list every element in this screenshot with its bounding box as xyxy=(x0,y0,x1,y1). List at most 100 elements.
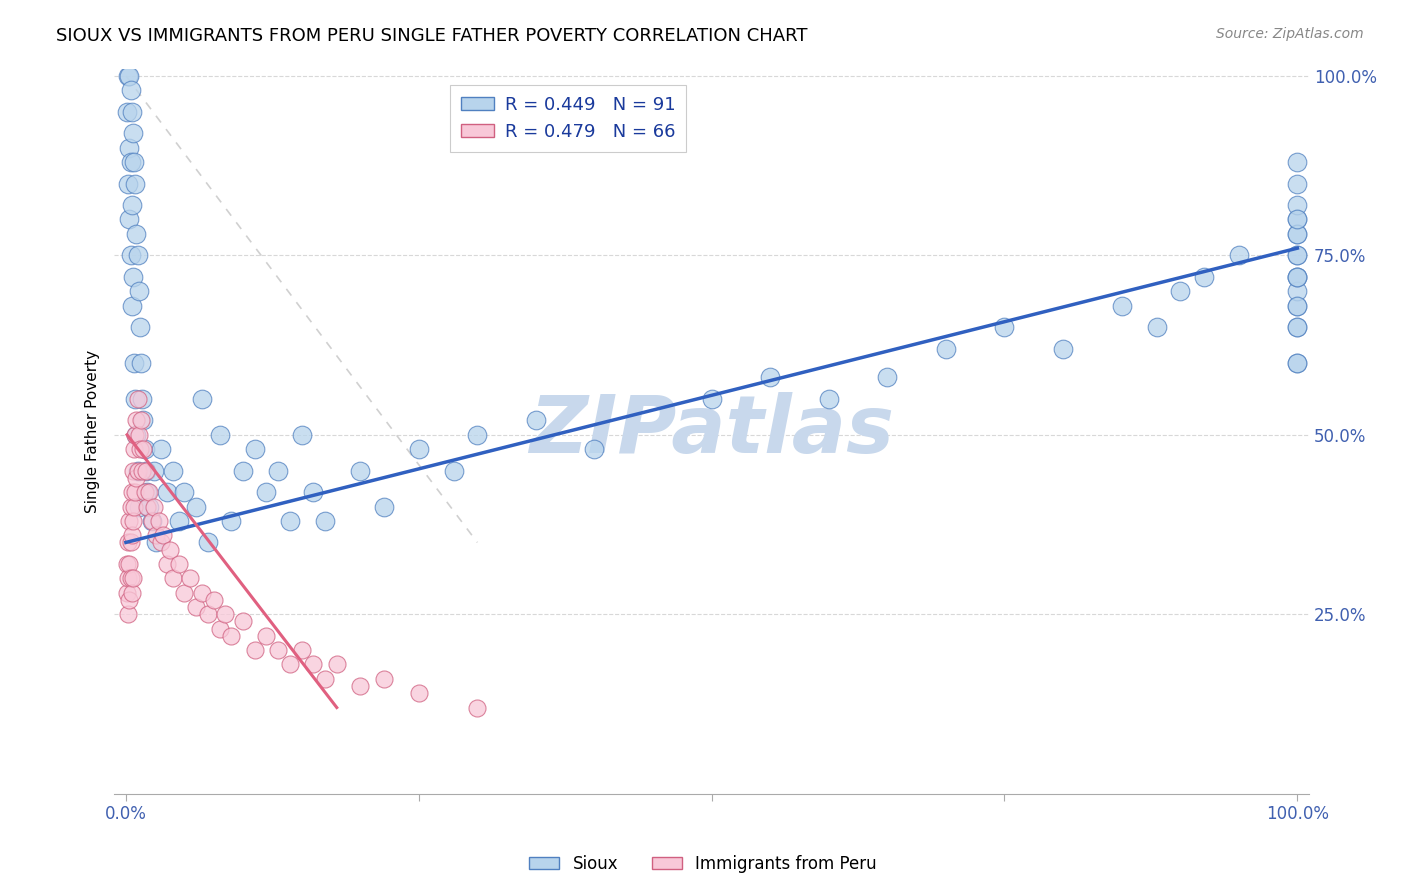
Point xyxy=(125,413,148,427)
Point xyxy=(173,485,195,500)
Point xyxy=(1286,198,1309,212)
Text: ZIPatlas: ZIPatlas xyxy=(529,392,894,470)
Point xyxy=(162,571,184,585)
Point xyxy=(232,615,254,629)
Point xyxy=(167,514,190,528)
Point xyxy=(326,657,349,672)
Point xyxy=(117,177,139,191)
Point xyxy=(524,413,547,427)
Point xyxy=(1146,320,1168,334)
Point xyxy=(143,464,166,478)
Point xyxy=(232,464,254,478)
Point xyxy=(120,155,142,169)
Point xyxy=(256,485,278,500)
Point xyxy=(173,585,195,599)
Point xyxy=(349,679,371,693)
Point xyxy=(122,126,145,140)
Point xyxy=(1286,177,1309,191)
Point xyxy=(1286,356,1309,370)
Point xyxy=(136,485,159,500)
Point xyxy=(118,141,141,155)
Point xyxy=(122,571,145,585)
Point xyxy=(115,104,138,119)
Point xyxy=(134,485,156,500)
Point xyxy=(1286,227,1309,241)
Point xyxy=(1286,269,1309,284)
Point xyxy=(122,464,145,478)
Point xyxy=(122,155,145,169)
Point xyxy=(408,442,430,457)
Point xyxy=(141,514,163,528)
Point xyxy=(115,557,138,571)
Point xyxy=(156,557,179,571)
Point xyxy=(1286,299,1309,313)
Point xyxy=(145,528,167,542)
Point xyxy=(1286,356,1309,370)
Point xyxy=(134,442,156,457)
Text: Source: ZipAtlas.com: Source: ZipAtlas.com xyxy=(1216,27,1364,41)
Point xyxy=(993,320,1015,334)
Point xyxy=(291,427,314,442)
Point xyxy=(197,535,219,549)
Point xyxy=(120,83,142,97)
Point xyxy=(145,535,167,549)
Point xyxy=(876,370,898,384)
Point xyxy=(129,356,152,370)
Point xyxy=(583,442,606,457)
Point xyxy=(1111,299,1133,313)
Point xyxy=(202,593,225,607)
Point xyxy=(125,427,148,442)
Point xyxy=(1286,248,1309,262)
Point xyxy=(314,672,336,686)
Point xyxy=(121,104,143,119)
Point xyxy=(191,392,214,406)
Point xyxy=(197,607,219,622)
Point xyxy=(122,269,145,284)
Point xyxy=(186,600,208,615)
Point xyxy=(124,177,146,191)
Point xyxy=(124,485,146,500)
Point xyxy=(127,392,149,406)
Point xyxy=(127,248,149,262)
Point xyxy=(1286,212,1309,227)
Point xyxy=(120,248,142,262)
Point xyxy=(121,585,143,599)
Point xyxy=(135,464,157,478)
Point xyxy=(243,442,266,457)
Point xyxy=(1168,284,1191,298)
Point xyxy=(1052,342,1074,356)
Point xyxy=(135,464,157,478)
Point xyxy=(443,464,465,478)
Point xyxy=(700,392,723,406)
Point xyxy=(167,557,190,571)
Point xyxy=(408,686,430,700)
Point xyxy=(118,212,141,227)
Point xyxy=(221,514,243,528)
Point xyxy=(278,657,301,672)
Point xyxy=(125,471,148,485)
Point xyxy=(120,500,142,514)
Point xyxy=(129,442,152,457)
Point xyxy=(817,392,839,406)
Point xyxy=(291,643,314,657)
Point xyxy=(128,427,150,442)
Point xyxy=(128,500,150,514)
Point xyxy=(118,557,141,571)
Point xyxy=(467,700,489,714)
Point xyxy=(935,342,957,356)
Point xyxy=(131,392,153,406)
Legend: Sioux, Immigrants from Peru: Sioux, Immigrants from Peru xyxy=(523,848,883,880)
Point xyxy=(129,413,152,427)
Point xyxy=(256,629,278,643)
Point xyxy=(1192,269,1215,284)
Point xyxy=(118,69,141,83)
Point xyxy=(125,227,148,241)
Point xyxy=(467,427,489,442)
Point xyxy=(118,593,141,607)
Point xyxy=(159,542,181,557)
Point xyxy=(302,485,325,500)
Point xyxy=(150,442,173,457)
Point xyxy=(1286,320,1309,334)
Point xyxy=(127,464,149,478)
Point xyxy=(120,571,142,585)
